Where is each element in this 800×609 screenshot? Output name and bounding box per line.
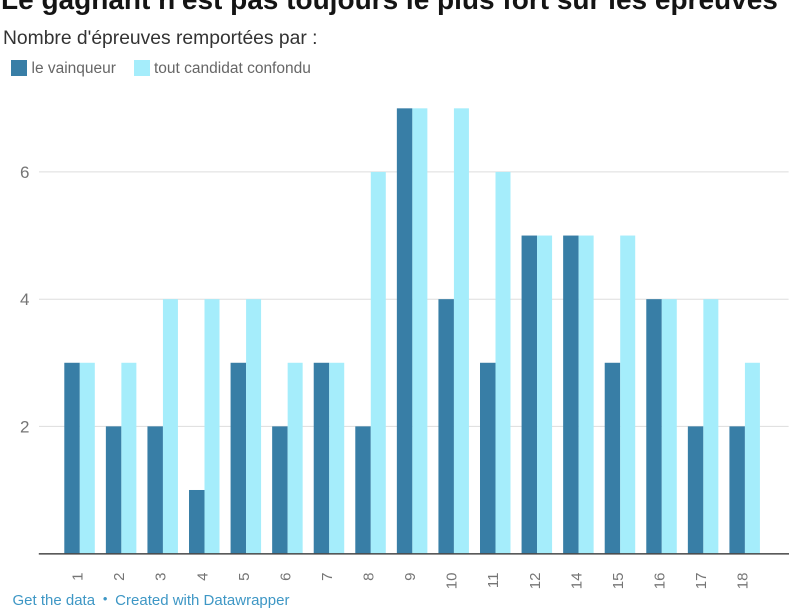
svg-text:14: 14 [568,573,585,590]
svg-text:11: 11 [485,573,502,589]
svg-text:1: 1 [70,573,87,581]
svg-text:8: 8 [361,573,378,581]
svg-text:15: 15 [610,573,627,590]
svg-text:10: 10 [444,573,461,590]
svg-text:16: 16 [652,573,669,590]
svg-text:2: 2 [111,573,128,581]
svg-text:17: 17 [693,573,710,590]
svg-text:7: 7 [319,573,336,581]
svg-text:4: 4 [194,573,211,581]
svg-text:12: 12 [527,573,544,590]
svg-text:4: 4 [20,290,29,309]
svg-text:18: 18 [735,573,752,590]
svg-text:5: 5 [236,573,253,581]
svg-text:2: 2 [20,417,29,436]
svg-text:6: 6 [277,573,294,581]
svg-text:6: 6 [20,163,29,182]
svg-text:9: 9 [402,573,419,581]
svg-text:3: 3 [153,573,170,581]
